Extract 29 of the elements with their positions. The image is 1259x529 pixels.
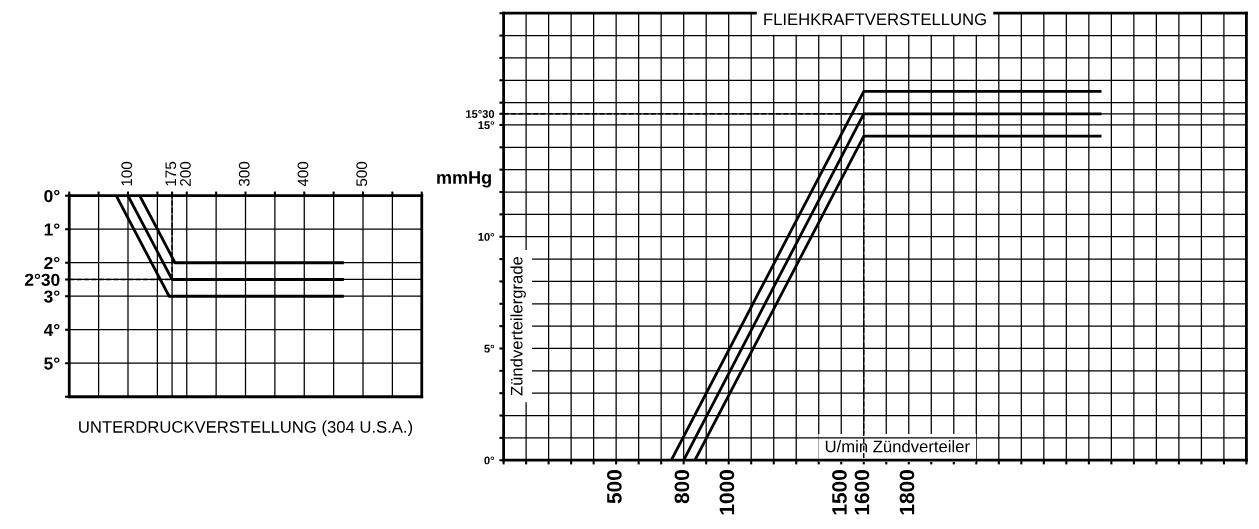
y-tick-label: 2°30 (24, 273, 60, 286)
x-tick-label: 1800 (899, 470, 915, 515)
x-tick-label: 1500 (832, 470, 847, 515)
y-tick-label: 5° (484, 344, 495, 353)
x-tick-label: 800 (674, 470, 690, 504)
x-axis-title: U/min Zündverteiler (825, 440, 970, 453)
x-tick-label: 1000 (719, 470, 735, 515)
x-axis-title: mmHg (437, 171, 491, 188)
x-tick-label: 400 (297, 161, 309, 187)
x-tick-label: 1600 (854, 470, 870, 515)
y-tick-label: 10° (478, 232, 495, 241)
text: UNTERDRUCKVERSTELLUNG (304 U.S.A.) (79, 420, 413, 437)
y-axis-title: Zündverteilergrade (510, 256, 526, 396)
y-tick-label: 1° (44, 223, 60, 236)
x-tick-label: 200 (180, 161, 191, 186)
x-tick-label: 100 (121, 161, 133, 186)
y-tick-label: 5° (44, 357, 60, 370)
y-tick-label: 3° (44, 290, 60, 303)
chart-title: FLIEHKRAFTVERSTELLUNG (764, 13, 986, 26)
y-tick-label: 0° (44, 189, 60, 203)
y-tick-label: 15°30 (466, 110, 495, 118)
y-tick-label: 0° (484, 456, 495, 465)
x-tick-label: 300 (238, 161, 250, 187)
x-tick-label: 500 (356, 161, 368, 187)
x-tick-label: 500 (606, 470, 622, 504)
x-tick-label: 175 (165, 161, 177, 186)
y-tick-label: 15° (478, 121, 495, 130)
y-tick-label: 4° (43, 323, 60, 337)
y-tick-label: 2° (44, 256, 60, 270)
